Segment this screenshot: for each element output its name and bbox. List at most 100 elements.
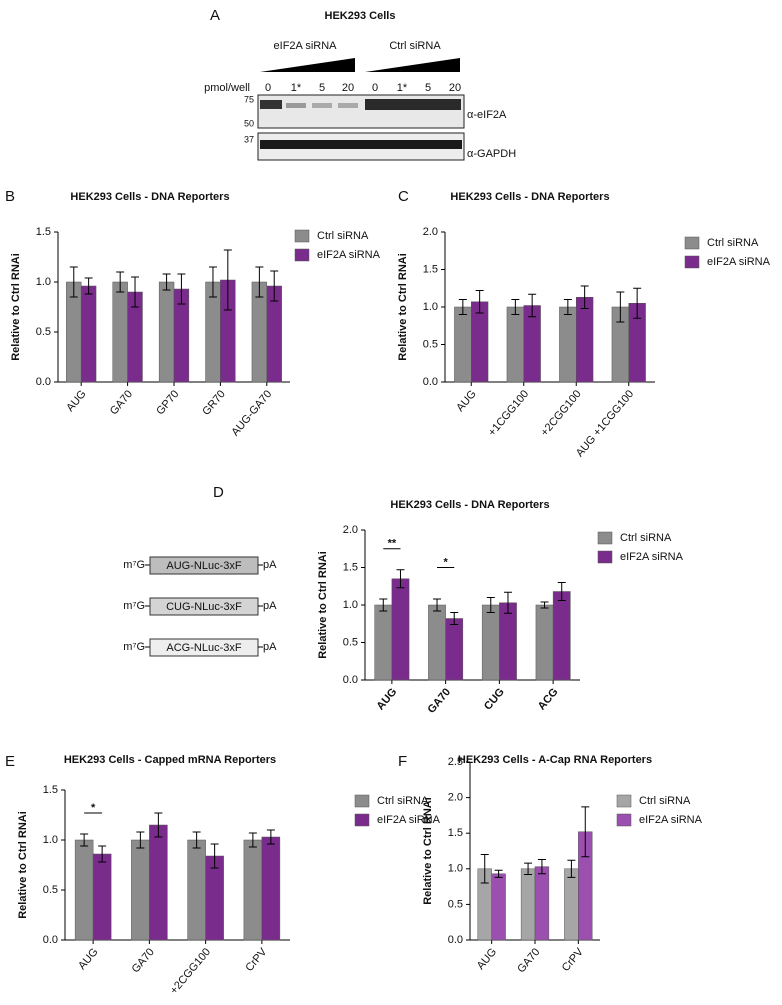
- x-tick-label: AUG +1CGG100: [574, 388, 636, 459]
- lane-label: 20: [342, 82, 354, 94]
- significance-label: **: [388, 538, 397, 550]
- y-tick-label: 1.0: [423, 301, 438, 313]
- cap-label: m⁷G: [123, 600, 145, 612]
- bar: [445, 618, 464, 681]
- blot-band: [338, 103, 358, 108]
- error-bar: [210, 843, 219, 869]
- y-axis-label: Relative to Ctrl RNAi: [17, 811, 29, 919]
- legend-label: Ctrl siRNA: [377, 795, 429, 807]
- legend-swatch: [616, 794, 632, 808]
- legend-swatch: [294, 229, 310, 243]
- bar: [158, 281, 175, 383]
- bar: [74, 839, 94, 941]
- legend-label: eIF2A siRNA: [317, 249, 381, 261]
- bar: [391, 578, 410, 681]
- y-tick-label: 1.5: [343, 561, 358, 573]
- lane-label: 5: [425, 82, 431, 94]
- legend-swatch: [684, 255, 700, 269]
- legend-swatch: [354, 794, 370, 808]
- x-tick-label: CUG: [482, 686, 507, 712]
- legend-swatch: [597, 550, 613, 564]
- construct-label: CUG-NLuc-3xF: [166, 601, 242, 613]
- error-bar: [580, 285, 589, 309]
- bar: [374, 604, 393, 681]
- y-tick-label: 0.0: [43, 934, 58, 946]
- y-tick-label: 1.5: [43, 784, 58, 796]
- construct: m⁷G CUG-NLuc-3xF pA: [123, 597, 277, 616]
- legend-label: eIF2A siRNA: [639, 814, 703, 826]
- panel-label: D: [213, 484, 224, 501]
- significance-label: *: [91, 802, 96, 814]
- error-bar: [223, 249, 232, 311]
- y-tick-label: 2.0: [423, 226, 438, 238]
- y-tick-label: 0.5: [36, 326, 51, 338]
- y-tick-label: 0.0: [423, 376, 438, 388]
- error-bar: [616, 291, 625, 323]
- blot-band: [260, 100, 282, 109]
- x-tick-label: AUG: [374, 686, 399, 712]
- error-bar: [524, 862, 533, 875]
- bar: [559, 306, 577, 383]
- error-bar: [162, 273, 171, 291]
- error-bar: [270, 270, 279, 302]
- error-bar: [136, 831, 145, 849]
- error-bar: [540, 601, 549, 609]
- x-tick-label: CrPV: [243, 946, 270, 974]
- y-tick-label: 0.0: [448, 934, 463, 946]
- x-tick-label: AUG: [76, 946, 101, 972]
- x-tick-label: CrPV: [560, 946, 587, 974]
- bar: [454, 306, 472, 383]
- cap-label: m⁷G: [123, 641, 145, 653]
- error-bar: [208, 266, 217, 298]
- dose-label: pmol/well: [204, 82, 250, 94]
- error-bar: [69, 266, 78, 298]
- legend-swatch: [354, 813, 370, 827]
- legend-swatch: [616, 813, 632, 827]
- lane-label: 5: [319, 82, 325, 94]
- bar: [205, 855, 224, 941]
- x-tick-label: GA70: [515, 946, 542, 975]
- bar: [428, 604, 446, 681]
- bar: [564, 868, 579, 941]
- error-bar: [84, 277, 93, 295]
- error-bar: [116, 271, 125, 293]
- error-bar: [98, 845, 107, 863]
- bar: [520, 868, 536, 941]
- y-axis-label: Relative to Ctrl RNAi: [317, 551, 329, 659]
- cap-label: m⁷G: [123, 559, 145, 571]
- bar: [534, 866, 550, 941]
- dose-triangle: [365, 58, 460, 72]
- error-bar: [494, 869, 503, 878]
- legend-swatch: [684, 236, 700, 250]
- chart-title: HEK293 Cells - DNA Reporters: [450, 191, 609, 203]
- y-tick-label: 0.5: [343, 636, 358, 648]
- error-bar: [563, 299, 572, 315]
- y-tick-label: 1.0: [43, 834, 58, 846]
- bar: [535, 604, 554, 681]
- legend-label: Ctrl siRNA: [317, 230, 369, 242]
- error-bar: [154, 812, 163, 838]
- chart-title: HEK293 Cells - Capped mRNA Reporters: [64, 754, 276, 766]
- tail-label: pA: [263, 600, 277, 612]
- construct-label: AUG-NLuc-3xF: [166, 560, 241, 572]
- legend-label: eIF2A siRNA: [707, 256, 771, 268]
- y-axis-label: Relative to Ctrl RNAi: [10, 253, 22, 361]
- panel-label: F: [398, 753, 407, 770]
- bar: [506, 306, 525, 383]
- bar: [92, 853, 112, 941]
- bar: [576, 297, 594, 383]
- lane-label: 0: [265, 82, 271, 94]
- error-bar: [248, 832, 257, 848]
- error-bar: [581, 806, 590, 858]
- bar: [149, 824, 168, 941]
- y-tick-label: 1.0: [343, 599, 358, 611]
- chart-title: HEK293 Cells - DNA Reporters: [70, 191, 229, 203]
- x-tick-label: AUG-GA70: [229, 388, 274, 438]
- y-tick-label: 1.5: [423, 263, 438, 275]
- error-bar: [475, 290, 484, 314]
- x-tick-label: GP70: [154, 388, 181, 417]
- tail-label: pA: [263, 641, 277, 653]
- legend-swatch: [597, 531, 613, 545]
- error-bar: [450, 612, 459, 625]
- y-tick-label: 2.0: [343, 524, 358, 536]
